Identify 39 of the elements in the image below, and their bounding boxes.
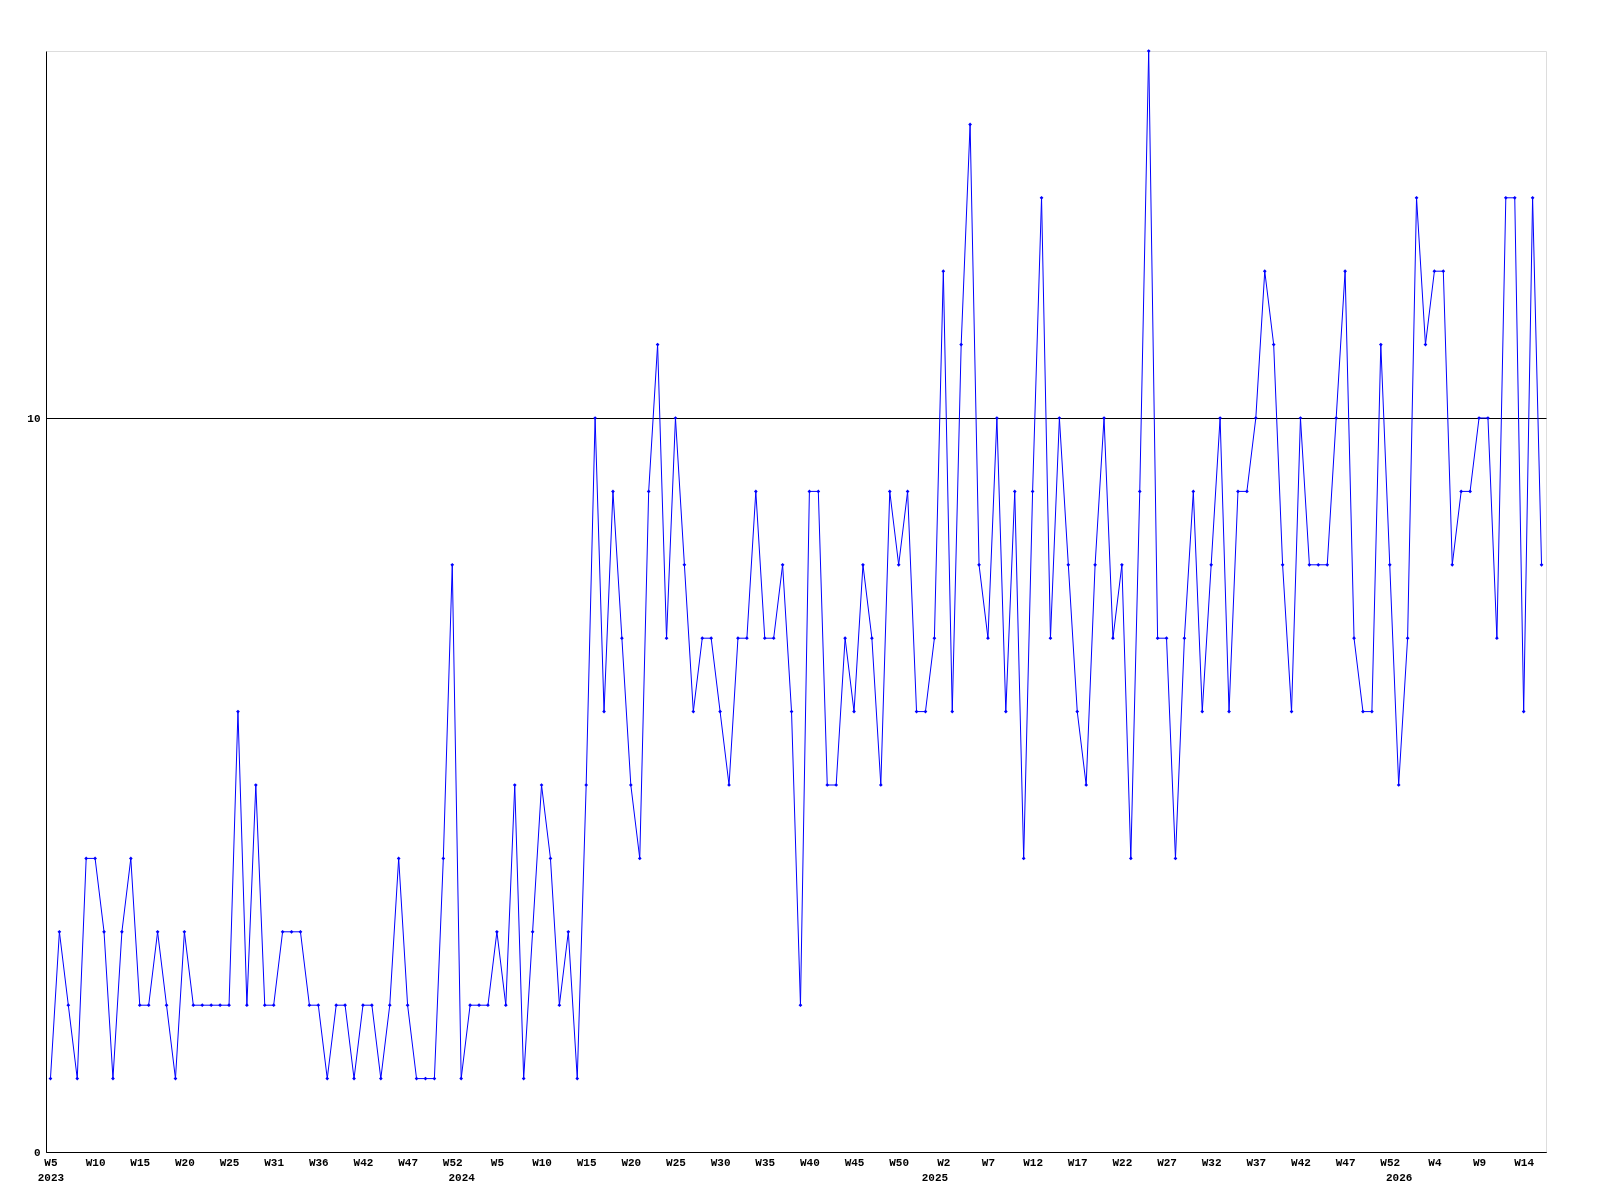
x-tick-label: W36	[308, 1156, 329, 1169]
x-tick-label: W17	[1067, 1156, 1088, 1169]
x-tick-label: W20	[621, 1156, 642, 1169]
x-tick-label: W10	[85, 1156, 106, 1169]
x-tick-label: W14	[1514, 1156, 1535, 1169]
x-tick-label: W15	[576, 1156, 597, 1169]
x-tick-label: W22	[1112, 1156, 1133, 1169]
x-tick-label: W35	[755, 1156, 776, 1169]
x-tick-label: W7	[981, 1156, 996, 1169]
x-tick-label: W4	[1428, 1156, 1442, 1169]
x-tick-label: W10	[532, 1156, 552, 1169]
x-tick-label: W47	[398, 1156, 419, 1169]
x-tick-label: W25	[219, 1156, 240, 1169]
x-tick-label: W25	[666, 1156, 687, 1169]
x-tick-label: W37	[1246, 1156, 1267, 1169]
x-tick-label: W30	[710, 1156, 731, 1169]
x-tick-label: W52	[1380, 1156, 1401, 1169]
x-tick-label: W45	[844, 1156, 865, 1169]
x-tick-label: 2025	[921, 1171, 949, 1184]
y-tick-label: 10	[27, 412, 41, 425]
x-tick-label: W52	[442, 1156, 463, 1169]
x-tick-label: W5	[490, 1156, 505, 1169]
x-tick-label: 2024	[448, 1171, 476, 1184]
y-tick-label: 0	[33, 1146, 41, 1159]
x-tick-label: W9	[1472, 1156, 1487, 1169]
x-tick-label: W5 2023	[37, 1156, 65, 1184]
x-tick-label: W50	[889, 1156, 910, 1169]
x-tick-label: W12	[1023, 1156, 1044, 1169]
x-tick-label: W27	[1157, 1156, 1177, 1169]
x-tick-label: W15	[130, 1156, 151, 1169]
x-tick-label: W40	[799, 1156, 820, 1169]
x-tick-label: W32	[1201, 1156, 1222, 1169]
x-tick-label: W42	[353, 1156, 374, 1169]
x-tick-label: 2026	[1385, 1171, 1413, 1184]
x-tick-label: W20	[174, 1156, 195, 1169]
x-tick-label: W2	[937, 1156, 951, 1169]
x-tick-label: W42	[1291, 1156, 1311, 1169]
x-tick-label: W31	[264, 1156, 285, 1169]
x-tick-label: W47	[1335, 1156, 1356, 1169]
